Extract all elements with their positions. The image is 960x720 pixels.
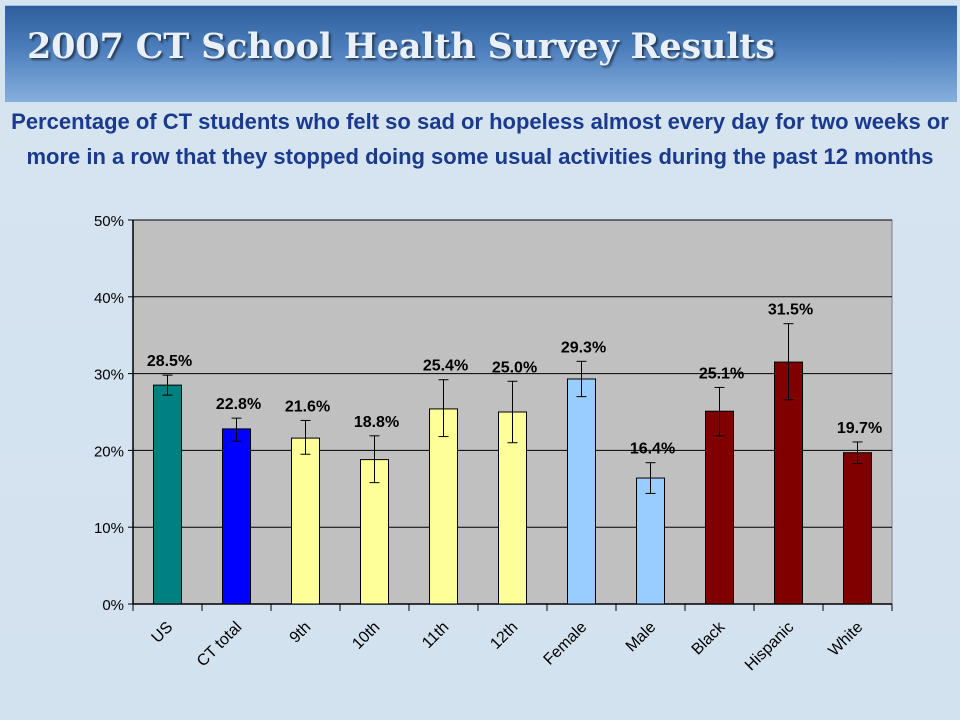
data-label: 18.8% xyxy=(354,414,399,431)
bar xyxy=(705,410,734,605)
data-label: 25.0% xyxy=(492,359,537,376)
category-label: Hispanic xyxy=(742,619,797,674)
bar xyxy=(360,459,389,605)
data-label: 25.1% xyxy=(699,365,744,382)
data-label: 22.8% xyxy=(216,396,261,413)
category-label: Female xyxy=(541,619,591,669)
data-label: 16.4% xyxy=(630,441,675,458)
y-tick-label: 20% xyxy=(94,443,124,460)
y-tick-label: 10% xyxy=(94,520,124,537)
bar xyxy=(843,452,872,605)
data-label: 21.6% xyxy=(285,398,330,415)
y-tick-label: 30% xyxy=(94,367,124,384)
data-label: 28.5% xyxy=(147,353,192,370)
bar xyxy=(222,428,251,605)
title-banner: 2007 CT School Health Survey Results xyxy=(5,5,957,102)
data-label: 19.7% xyxy=(837,420,882,437)
category-label: 11th xyxy=(419,619,452,652)
bar xyxy=(636,477,665,605)
data-label: 25.4% xyxy=(423,358,468,375)
bar xyxy=(774,361,803,605)
category-label: Male xyxy=(623,619,660,656)
y-tick-label: 0% xyxy=(102,597,124,614)
y-tick-label: 40% xyxy=(94,290,124,307)
category-label: 9th xyxy=(287,619,315,647)
bar xyxy=(153,384,182,605)
category-label: 10th xyxy=(349,619,383,653)
bar xyxy=(567,378,596,605)
category-label: 12th xyxy=(487,619,521,653)
category-label: White xyxy=(825,619,866,660)
category-label: CT total xyxy=(194,619,245,670)
y-tick-label: 50% xyxy=(94,213,124,230)
category-label: Black xyxy=(689,618,729,658)
chart-title: Percentage of CT students who felt so sa… xyxy=(11,109,949,169)
data-label: 31.5% xyxy=(768,302,813,319)
data-label: 29.3% xyxy=(561,339,606,356)
page-title: 2007 CT School Health Survey Results xyxy=(27,26,775,67)
bar xyxy=(291,437,320,605)
bar xyxy=(429,408,458,605)
category-label: US xyxy=(149,619,177,647)
